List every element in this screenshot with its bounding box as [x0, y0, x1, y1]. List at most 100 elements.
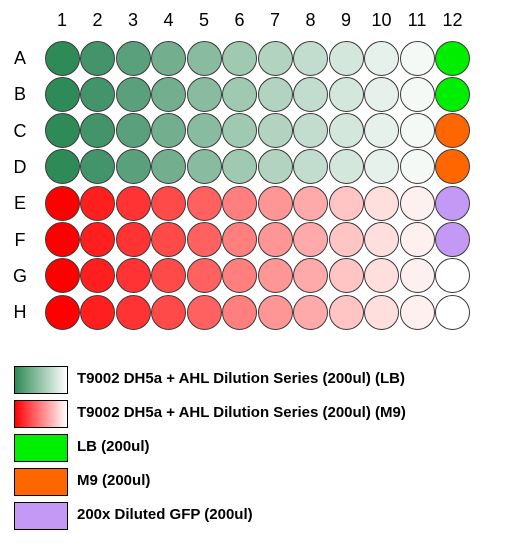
column-label-6: 6 [234, 10, 245, 30]
well-f8 [293, 222, 328, 257]
column-label-11: 11 [407, 10, 427, 30]
well-a12 [435, 40, 470, 76]
well-d7 [257, 149, 293, 185]
well-a6 [222, 40, 257, 76]
well-d1 [44, 149, 80, 185]
well-b1 [44, 76, 80, 112]
well-c4 [151, 113, 186, 149]
column-label-10: 10 [371, 10, 392, 30]
well-c3 [115, 113, 151, 149]
well-d6 [222, 149, 257, 185]
legend-label: 200x Diluted GFP (200ul) [77, 506, 253, 523]
well-h9 [328, 294, 364, 330]
well-e9 [328, 185, 364, 221]
legend-label: T9002 DH5a + AHL Dilution Series (200ul)… [77, 404, 406, 421]
legend-label: LB (200ul) [77, 438, 150, 455]
legend-swatch [14, 434, 68, 462]
column-label-4: 4 [163, 10, 174, 30]
column-label-3: 3 [127, 10, 139, 30]
legend-item: M9 (200ul) [14, 468, 514, 496]
well-h1 [44, 294, 80, 330]
column-label-7: 7 [269, 10, 281, 30]
well-e1 [44, 185, 80, 221]
well-f12 [435, 222, 470, 257]
well-a10 [364, 40, 399, 76]
legend-item: 200x Diluted GFP (200ul) [14, 502, 514, 530]
legend-swatch [14, 502, 68, 530]
row-label-f: F [14, 229, 26, 250]
well-f11 [399, 222, 435, 257]
well-f7 [257, 222, 293, 257]
row-label-g: G [12, 265, 28, 286]
well-f9 [328, 222, 364, 257]
column-label-1: 1 [56, 10, 68, 30]
well-e5 [186, 185, 222, 221]
well-a2 [80, 40, 115, 76]
row-label-c: C [13, 120, 27, 141]
legend-item: LB (200ul) [14, 434, 514, 462]
well-e12 [435, 185, 470, 221]
well-c6 [222, 113, 257, 149]
well-g11 [399, 258, 435, 294]
well-a5 [186, 40, 222, 76]
legend-label: M9 (200ul) [77, 472, 151, 489]
well-c7 [257, 113, 293, 149]
well-a8 [293, 40, 328, 76]
well-d11 [399, 149, 435, 185]
well-b3 [115, 76, 151, 112]
legend-item: T9002 DH5a + AHL Dilution Series (200ul)… [14, 366, 514, 394]
legend-label: T9002 DH5a + AHL Dilution Series (200ul)… [77, 370, 406, 387]
well-e2 [80, 185, 115, 221]
well-c10 [364, 113, 399, 149]
well-d10 [364, 149, 399, 185]
well-b9 [328, 76, 364, 112]
well-g10 [364, 258, 399, 294]
well-a7 [257, 40, 293, 76]
well-g2 [80, 258, 115, 294]
well-h3 [115, 294, 151, 330]
well-a1 [44, 40, 80, 76]
well-f1 [44, 222, 80, 257]
row-label-b: B [13, 84, 27, 105]
well-f6 [222, 222, 257, 257]
well-b6 [222, 76, 257, 112]
column-label-2: 2 [92, 10, 103, 30]
well-f10 [364, 222, 399, 257]
legend-item: T9002 DH5a + AHL Dilution Series (200ul)… [14, 400, 514, 428]
row-label-h: H [13, 302, 27, 323]
well-h11 [399, 294, 435, 330]
well-c11 [399, 113, 435, 149]
well-c8 [293, 113, 328, 149]
well-g7 [257, 258, 293, 294]
well-b7 [257, 76, 293, 112]
well-h10 [364, 294, 399, 330]
well-g1 [44, 258, 80, 294]
well-b8 [293, 76, 328, 112]
well-g8 [293, 258, 328, 294]
well-g9 [328, 258, 364, 294]
column-label-9: 9 [340, 10, 352, 30]
well-h5 [186, 294, 222, 330]
well-d4 [151, 149, 186, 185]
well-e4 [151, 185, 186, 221]
well-g3 [115, 258, 151, 294]
well-h4 [151, 294, 186, 330]
well-f5 [186, 222, 222, 257]
well-b12 [435, 76, 470, 112]
well-plate-grid: 1 2 3 4 5 6 7 8 9 10 11 12 A B C D E F G H [12, 10, 470, 330]
well-e6 [222, 185, 257, 221]
well-a4 [151, 40, 186, 76]
well-g6 [222, 258, 257, 294]
well-c9 [328, 113, 364, 149]
well-b4 [151, 76, 186, 112]
well-g12 [435, 258, 470, 294]
well-d2 [80, 149, 115, 185]
well-h7 [257, 294, 293, 330]
legend-swatch [14, 468, 68, 496]
legend-swatch [14, 366, 68, 394]
well-a9 [328, 40, 364, 76]
well-d3 [115, 149, 151, 185]
well-e10 [364, 185, 399, 221]
row-label-a: A [13, 48, 27, 68]
well-d8 [293, 149, 328, 185]
